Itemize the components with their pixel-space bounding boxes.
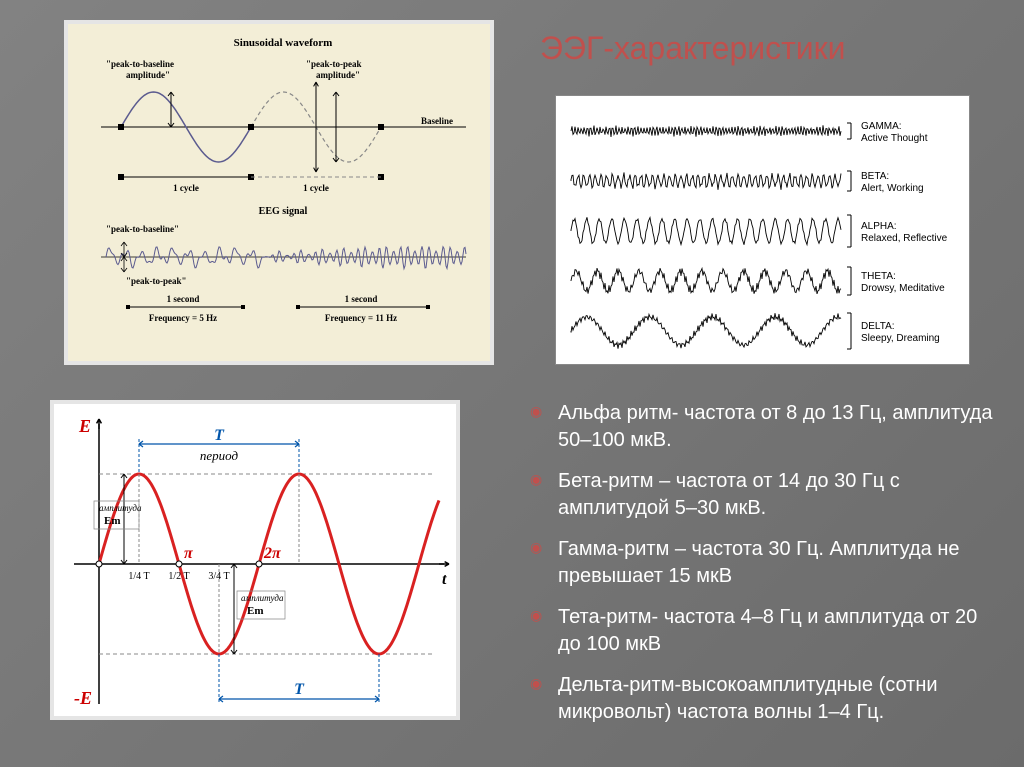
svg-text:Sinusoidal waveform: Sinusoidal waveform [234, 37, 333, 49]
svg-text:T: T [294, 681, 305, 698]
svg-text:амплитуда: амплитуда [241, 593, 284, 603]
bullet-list: Альфа ритм- частота от 8 до 13 Гц, ампли… [530, 400, 1000, 740]
sinusoidal-waveform-panel: Sinusoidal waveform"peak-to-baselineampl… [64, 20, 494, 365]
svg-text:"peak-to-baseline: "peak-to-baseline [106, 59, 174, 69]
svg-text:период: период [200, 448, 239, 463]
svg-text:1/4 T: 1/4 T [128, 571, 149, 582]
svg-text:Active Thought: Active Thought [861, 133, 928, 144]
svg-text:T: T [214, 427, 225, 444]
svg-text:-E: -E [74, 688, 92, 708]
bullet-item: Альфа ритм- частота от 8 до 13 Гц, ампли… [530, 400, 1000, 454]
svg-text:Sleepy, Dreaming: Sleepy, Dreaming [861, 333, 940, 344]
svg-text:1/2 T: 1/2 T [168, 571, 189, 582]
svg-text:1 second: 1 second [345, 294, 378, 304]
sinusoidal-diagram: Sinusoidal waveform"peak-to-baselineampl… [76, 32, 490, 361]
svg-text:Frequency = 11 Hz: Frequency = 11 Hz [325, 313, 397, 323]
period-panel: E-Etπ2π1/4 T1/2 T3/4 TTпериодTамплитудаE… [50, 400, 460, 720]
svg-text:π: π [184, 545, 194, 562]
svg-text:1 cycle: 1 cycle [303, 183, 329, 193]
svg-text:Baseline: Baseline [421, 116, 453, 126]
svg-text:t: t [442, 571, 447, 588]
svg-text:ALPHA:: ALPHA: [861, 221, 897, 232]
svg-text:DELTA:: DELTA: [861, 321, 895, 332]
svg-text:THETA:: THETA: [861, 271, 896, 282]
svg-text:E: E [78, 416, 91, 436]
svg-text:2π: 2π [263, 545, 282, 562]
svg-text:"peak-to-peak": "peak-to-peak" [126, 276, 187, 286]
period-diagram: E-Etπ2π1/4 T1/2 T3/4 TTпериодTамплитудаE… [54, 404, 456, 716]
bullet-item: Гамма-ритм – частота 30 Гц. Амплитуда не… [530, 536, 1000, 590]
svg-text:amplitude": amplitude" [126, 70, 170, 80]
slide-title: ЭЭГ-характеристики [540, 30, 846, 67]
svg-text:BETA:: BETA: [861, 171, 889, 182]
bullet-item: Тета-ритм- частота 4–8 Гц и амплитуда от… [530, 604, 1000, 658]
svg-text:Drowsy, Meditative: Drowsy, Meditative [861, 283, 945, 294]
svg-text:амплитуда: амплитуда [99, 503, 142, 513]
svg-text:Relaxed, Reflective: Relaxed, Reflective [861, 233, 948, 244]
svg-text:Frequency = 5 Hz: Frequency = 5 Hz [149, 313, 217, 323]
svg-text:Em: Em [247, 605, 264, 617]
svg-text:EEG signal: EEG signal [259, 206, 308, 217]
svg-text:GAMMA:: GAMMA: [861, 121, 902, 132]
svg-text:1 cycle: 1 cycle [173, 183, 199, 193]
svg-text:"peak-to-baseline": "peak-to-baseline" [106, 224, 179, 234]
eeg-types-diagram: GAMMA:Active Thought BETA:Alert, Working A… [566, 106, 961, 356]
svg-text:Em: Em [104, 515, 121, 527]
svg-text:"peak-to-peak: "peak-to-peak [306, 59, 362, 69]
bullet-item: Дельта-ритм-высокоамплитудные (сотни мик… [530, 672, 1000, 726]
svg-text:amplitude": amplitude" [316, 70, 360, 80]
svg-text:Alert, Working: Alert, Working [861, 183, 924, 194]
eeg-types-panel: GAMMA:Active Thought BETA:Alert, Working A… [555, 95, 970, 365]
svg-text:1 second: 1 second [167, 294, 200, 304]
bullet-item: Бета-ритм – частота от 14 до 30 Гц с амп… [530, 468, 1000, 522]
